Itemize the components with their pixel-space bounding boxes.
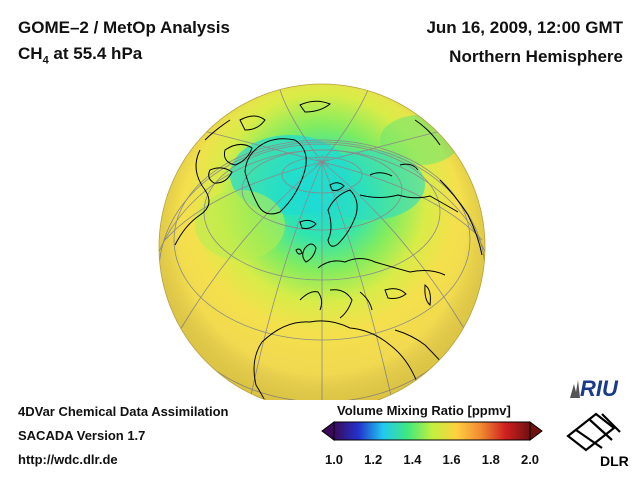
credit-method: 4DVar Chemical Data Assimilation <box>18 404 229 419</box>
globe-map <box>158 83 486 400</box>
colorbar-bar <box>333 421 531 441</box>
colorbar-tick-label: 1.8 <box>481 452 500 467</box>
species-level: at 55.4 hPa <box>48 44 143 63</box>
colorbar-left-arrow <box>321 421 335 441</box>
region-label: Northern Hemisphere <box>449 47 623 66</box>
dlr-logo: DLR <box>566 412 629 469</box>
credit-version: SACADA Version 1.7 <box>18 428 146 443</box>
colorbar <box>321 421 543 441</box>
title: GOME–2 / MetOp Analysis <box>18 18 230 37</box>
dlr-logo-text: DLR <box>600 453 629 469</box>
globe-limb-shade <box>159 84 485 400</box>
colorbar-tick-label: 1.6 <box>442 452 461 467</box>
colorbar-tick-label: 1.0 <box>324 452 344 467</box>
globe-outline <box>158 83 486 400</box>
colorbar-tick-label: 1.2 <box>364 452 383 467</box>
subtitle-species: CH4 at 55.4 hPa <box>18 44 142 66</box>
riu-logo-text: RIU <box>580 376 619 401</box>
colorbar-right-arrow <box>529 421 543 441</box>
species-subscript: 4 <box>42 54 49 67</box>
riu-logo: RIU <box>570 376 619 401</box>
colorbar-tick-label: 1.4 <box>403 452 422 467</box>
date-time: Jun 16, 2009, 12:00 GMT <box>426 18 623 37</box>
credit-url[interactable]: http://wdc.dlr.de <box>18 452 118 467</box>
colorbar-title: Volume Mixing Ratio [ppmv] <box>337 403 511 418</box>
species-main: CH <box>18 44 43 63</box>
colorbar-tick-label: 2.0 <box>520 452 540 467</box>
